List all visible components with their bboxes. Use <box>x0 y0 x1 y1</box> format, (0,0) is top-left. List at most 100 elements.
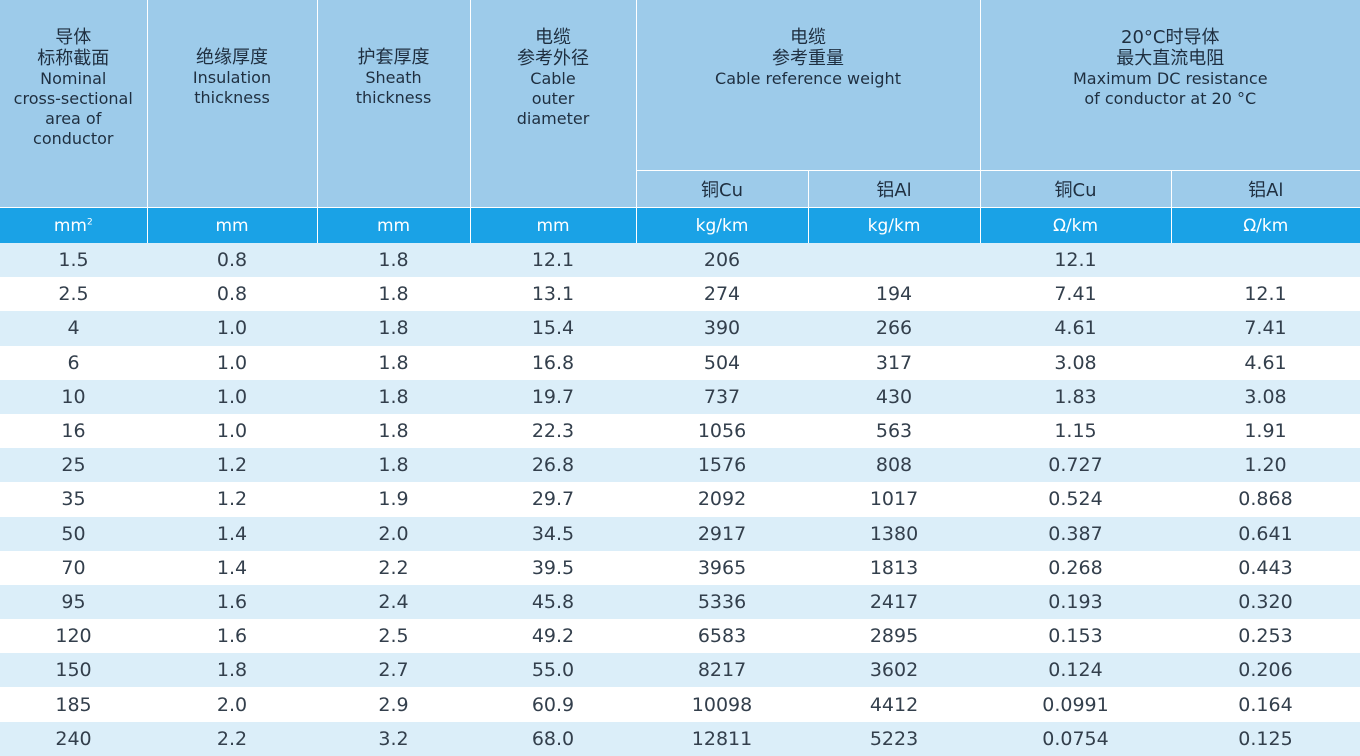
cell-al-res: 12.1 <box>1171 277 1360 311</box>
header-weight-en: Cable reference weight <box>637 69 980 89</box>
cell-sheath: 2.2 <box>317 551 470 585</box>
cell-cu-res: 0.0991 <box>980 687 1171 721</box>
cell-al-weight: 563 <box>808 414 980 448</box>
cell-sheath: 2.4 <box>317 585 470 619</box>
cell-cu-weight: 6583 <box>636 619 808 653</box>
cell-al-weight: 1017 <box>808 482 980 516</box>
header-insulation-zh: 绝缘厚度 <box>148 47 317 68</box>
cell-al-res: 1.91 <box>1171 414 1360 448</box>
cell-al-res: 0.125 <box>1171 722 1360 756</box>
cell-diameter: 26.8 <box>470 448 636 482</box>
cell-diameter: 29.7 <box>470 482 636 516</box>
cell-area: 6 <box>0 346 147 380</box>
header-weight-zh1: 电缆 <box>637 27 980 48</box>
cell-sheath: 1.8 <box>317 277 470 311</box>
subheader-al-weight: 铝Al <box>808 171 980 208</box>
cell-al-res <box>1171 243 1360 277</box>
cell-cu-res: 0.124 <box>980 653 1171 687</box>
cell-area: 70 <box>0 551 147 585</box>
cell-al-res: 1.20 <box>1171 448 1360 482</box>
cell-al-weight: 4412 <box>808 687 980 721</box>
cell-sheath: 1.8 <box>317 448 470 482</box>
cell-insulation: 1.4 <box>147 517 317 551</box>
unit-area-text: mm <box>54 216 87 236</box>
header-diameter-en1: Cable <box>471 69 636 89</box>
cell-area: 120 <box>0 619 147 653</box>
cell-area: 35 <box>0 482 147 516</box>
cell-area: 2.5 <box>0 277 147 311</box>
header-area-en3: area of <box>0 109 147 129</box>
cell-al-weight: 266 <box>808 311 980 345</box>
units-row: mm2 mm mm mm kg/km kg/km Ω/km Ω/km <box>0 208 1360 244</box>
header-diameter-zh1: 电缆 <box>471 27 636 48</box>
cell-al-res: 3.08 <box>1171 380 1360 414</box>
header-diameter: 电缆 参考外径 Cable outer diameter <box>470 0 636 208</box>
cell-area: 185 <box>0 687 147 721</box>
cell-cu-res: 0.153 <box>980 619 1171 653</box>
cell-al-weight: 1380 <box>808 517 980 551</box>
cell-insulation: 1.2 <box>147 448 317 482</box>
header-area-zh2: 标称截面 <box>0 48 147 69</box>
cell-cu-res: 1.15 <box>980 414 1171 448</box>
cell-sheath: 1.8 <box>317 346 470 380</box>
cell-insulation: 1.8 <box>147 653 317 687</box>
cell-al-res: 0.641 <box>1171 517 1360 551</box>
cell-cu-weight: 3965 <box>636 551 808 585</box>
header-sheath-zh: 护套厚度 <box>318 47 470 68</box>
cell-al-weight: 2895 <box>808 619 980 653</box>
cell-cu-res: 7.41 <box>980 277 1171 311</box>
cell-cu-weight: 2917 <box>636 517 808 551</box>
subheader-cu-weight: 铜Cu <box>636 171 808 208</box>
cell-cu-weight: 206 <box>636 243 808 277</box>
cell-al-weight: 194 <box>808 277 980 311</box>
cell-al-res: 0.206 <box>1171 653 1360 687</box>
table-header: 导体 标称截面 Nominal cross-sectional area of … <box>0 0 1360 243</box>
cell-cu-weight: 5336 <box>636 585 808 619</box>
header-weight-zh2: 参考重量 <box>637 48 980 69</box>
cell-cu-weight: 504 <box>636 346 808 380</box>
cell-area: 10 <box>0 380 147 414</box>
cell-area: 1.5 <box>0 243 147 277</box>
header-area-en1: Nominal <box>0 69 147 89</box>
cell-diameter: 55.0 <box>470 653 636 687</box>
cell-sheath: 3.2 <box>317 722 470 756</box>
cell-sheath: 1.8 <box>317 243 470 277</box>
cell-cu-weight: 2092 <box>636 482 808 516</box>
header-resistance-zh2: 最大直流电阻 <box>981 48 1360 69</box>
header-resistance: 20°C时导体 最大直流电阻 Maximum DC resistance of … <box>980 0 1360 171</box>
cell-sheath: 1.9 <box>317 482 470 516</box>
cell-insulation: 2.0 <box>147 687 317 721</box>
cell-area: 240 <box>0 722 147 756</box>
cell-cu-weight: 12811 <box>636 722 808 756</box>
cell-cu-res: 0.268 <box>980 551 1171 585</box>
header-sheath: 护套厚度 Sheath thickness <box>317 0 470 208</box>
header-sheath-en1: Sheath <box>318 68 470 88</box>
cell-cu-weight: 10098 <box>636 687 808 721</box>
cell-diameter: 19.7 <box>470 380 636 414</box>
cell-diameter: 13.1 <box>470 277 636 311</box>
header-diameter-en2: outer <box>471 89 636 109</box>
cell-al-weight: 317 <box>808 346 980 380</box>
unit-area: mm2 <box>0 208 147 244</box>
cell-cu-res: 0.0754 <box>980 722 1171 756</box>
header-area-en2: cross-sectional <box>0 89 147 109</box>
cell-al-weight: 808 <box>808 448 980 482</box>
cell-area: 4 <box>0 311 147 345</box>
header-diameter-zh2: 参考外径 <box>471 48 636 69</box>
cell-sheath: 1.8 <box>317 311 470 345</box>
cell-cu-res: 1.83 <box>980 380 1171 414</box>
cell-diameter: 68.0 <box>470 722 636 756</box>
cell-diameter: 16.8 <box>470 346 636 380</box>
cell-insulation: 1.6 <box>147 619 317 653</box>
cell-area: 25 <box>0 448 147 482</box>
